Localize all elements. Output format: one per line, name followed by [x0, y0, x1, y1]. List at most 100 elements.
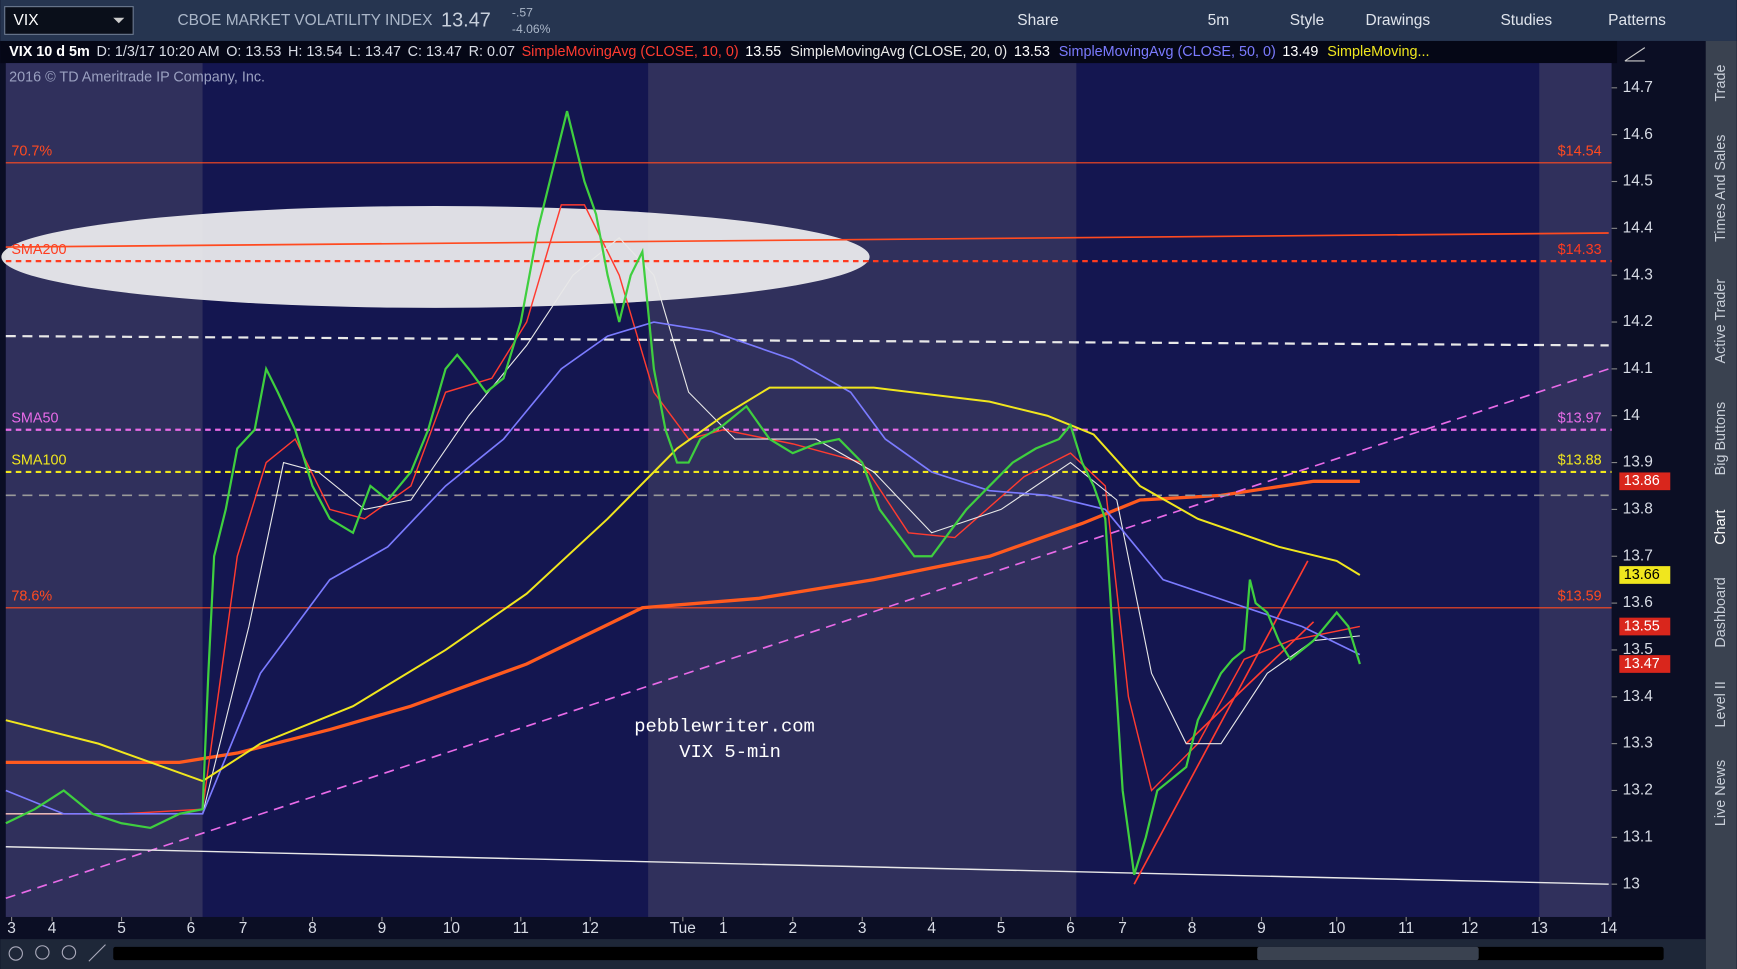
annotation: pebblewriter.com — [634, 715, 815, 737]
side-tab[interactable]: Dashboard — [1713, 577, 1729, 647]
moving-average — [5, 204, 1361, 815]
side-tab-list: Trade Times And Sales Active Trader Big But… — [1713, 65, 1729, 827]
y-tick-label: 13.8 — [1623, 501, 1653, 518]
axis-icon[interactable] — [1624, 47, 1646, 62]
level-label: SMA100 — [11, 453, 66, 469]
trend-line — [5, 479, 1360, 765]
x-tick-label: 11 — [1398, 920, 1414, 937]
x-tick-label: 6 — [1066, 920, 1075, 937]
x-tick-label: 9 — [1257, 920, 1266, 937]
x-tick-label: 12 — [582, 920, 599, 937]
x-tick-label: Tue — [670, 920, 696, 937]
level-value-label: $13.88 — [1558, 453, 1602, 469]
trend-line — [5, 334, 1609, 347]
info-item: SimpleMovingAvg (CLOSE, 10, 0) — [522, 44, 739, 60]
info-row — [0, 40, 1618, 64]
y-tick-label: 14.2 — [1623, 313, 1653, 330]
y-axis: 13 13.1 13.2 13.3 13.4 13.5 13.6 13.7 13.8 13.9 14… — [1611, 79, 1671, 892]
session-shade — [5, 63, 203, 917]
side-tab[interactable]: Chart — [1713, 510, 1729, 545]
plot: 70.7% $14.54 SMA200 $14.33 SMA50 $13.97 SMA100… — [5, 110, 1612, 900]
y-tick-label: 13.5 — [1623, 641, 1653, 658]
session-shading — [5, 63, 1612, 917]
info-item: VIX 10 d 5m — [9, 44, 90, 60]
x-tick-label: 10 — [1328, 920, 1346, 937]
y-tick-label: 14 — [1623, 407, 1641, 424]
info-item: H: 13.54 — [288, 44, 342, 60]
info-item: C: 13.47 — [408, 44, 462, 60]
info-item: R: 0.07 — [469, 44, 515, 60]
y-tick-label: 13.1 — [1623, 828, 1653, 845]
x-tick-label: 2 — [788, 920, 797, 937]
x-tick-label: 8 — [1188, 920, 1197, 937]
side-tab[interactable]: Active Trader — [1713, 279, 1729, 364]
dropdown-icon[interactable] — [113, 17, 125, 24]
change-pct: -4.06% — [512, 22, 551, 36]
zoom-icon[interactable] — [8, 946, 23, 961]
info-text: VIX 10 d 5m D: 1/3/17 10:20 AM O: 13.53 H: … — [9, 44, 1429, 60]
x-tick-label: 13 — [1531, 920, 1548, 937]
zoom-in-icon[interactable] — [35, 945, 50, 960]
highlight-ellipse — [1, 205, 870, 308]
side-tab[interactable]: Trade — [1713, 65, 1729, 102]
info-item: L: 13.47 — [349, 44, 401, 60]
y-tick-label: 14.5 — [1623, 173, 1653, 190]
session-shade — [648, 63, 1077, 917]
level-value-label: $14.54 — [1558, 143, 1602, 159]
y-tick-label: 13.9 — [1623, 454, 1653, 471]
toolbar-button[interactable]: Share — [1017, 12, 1058, 29]
price-marker — [1619, 566, 1671, 584]
y-tick-label: 13.7 — [1623, 547, 1653, 564]
side-tabs — [1705, 40, 1737, 969]
x-tick-label: 11 — [513, 920, 529, 937]
y-tick-label: 14.6 — [1623, 126, 1653, 143]
draw-icon[interactable] — [88, 944, 106, 962]
info-item: 13.55 — [745, 44, 781, 60]
annotation: VIX 5-min — [679, 741, 781, 763]
toolbar-button[interactable]: Style — [1290, 12, 1324, 29]
copyright: 2016 © TD Ameritrade IP Company, Inc. — [9, 69, 265, 85]
x-tick-label: 10 — [443, 920, 461, 937]
side-tab[interactable]: Big Buttons — [1713, 402, 1729, 476]
toolbar-button[interactable]: Patterns — [1608, 12, 1666, 29]
y-tick-label: 14.7 — [1623, 79, 1653, 96]
price-marker-label: 13.66 — [1624, 567, 1660, 583]
symbol-box[interactable] — [4, 6, 134, 35]
info-item: 13.53 — [1014, 44, 1050, 60]
side-tab[interactable]: Times And Sales — [1713, 135, 1729, 242]
last-price: 13.47 — [441, 9, 491, 31]
toolbar-buttons: Share 5m Style Drawings Studies Patterns — [1017, 12, 1666, 29]
y-tick-label: 13.6 — [1623, 594, 1653, 611]
x-tick-label: 9 — [378, 920, 387, 937]
x-axis: 3 4 5 6 7 8 9 10 11 12 Tue 1 2 3 4 5 6 7 8 9 10 11 12 13 14 — [7, 916, 1618, 937]
zoom-out-icon[interactable] — [61, 945, 77, 960]
x-tick-label: 12 — [1461, 920, 1478, 937]
info-item: O: 13.53 — [226, 44, 281, 60]
trend-line — [5, 232, 1609, 248]
x-tick-label: 3 — [7, 920, 16, 937]
trend-line — [1185, 621, 1315, 745]
toolbar-button[interactable]: Studies — [1500, 12, 1552, 29]
x-tick-label: 5 — [997, 920, 1006, 937]
side-tab[interactable]: Live News — [1713, 760, 1729, 826]
moving-average — [5, 386, 1361, 783]
session-shade — [1539, 63, 1612, 917]
x-tick-label: 6 — [187, 920, 196, 937]
toolbar — [0, 0, 1737, 41]
side-tab[interactable]: Level II — [1713, 681, 1729, 727]
y-tick-label: 13.4 — [1623, 688, 1654, 705]
x-tick-label: 7 — [239, 920, 248, 937]
y-tick-label: 14.1 — [1623, 360, 1653, 377]
scroll-thumb[interactable] — [1257, 946, 1479, 961]
price-marker-label: 13.86 — [1624, 473, 1660, 489]
symbol[interactable]: VIX — [14, 12, 40, 29]
moving-average — [5, 237, 1360, 815]
toolbar-button[interactable]: 5m — [1208, 12, 1230, 29]
price-marker-label: 13.47 — [1624, 656, 1660, 672]
level-label: 78.6% — [11, 589, 52, 605]
toolbar-button[interactable]: Drawings — [1366, 12, 1431, 29]
info-item: SimpleMovingAvg (CLOSE, 50, 0) — [1059, 44, 1276, 60]
x-tick-label: 8 — [308, 920, 317, 937]
price-marker — [1619, 617, 1671, 636]
